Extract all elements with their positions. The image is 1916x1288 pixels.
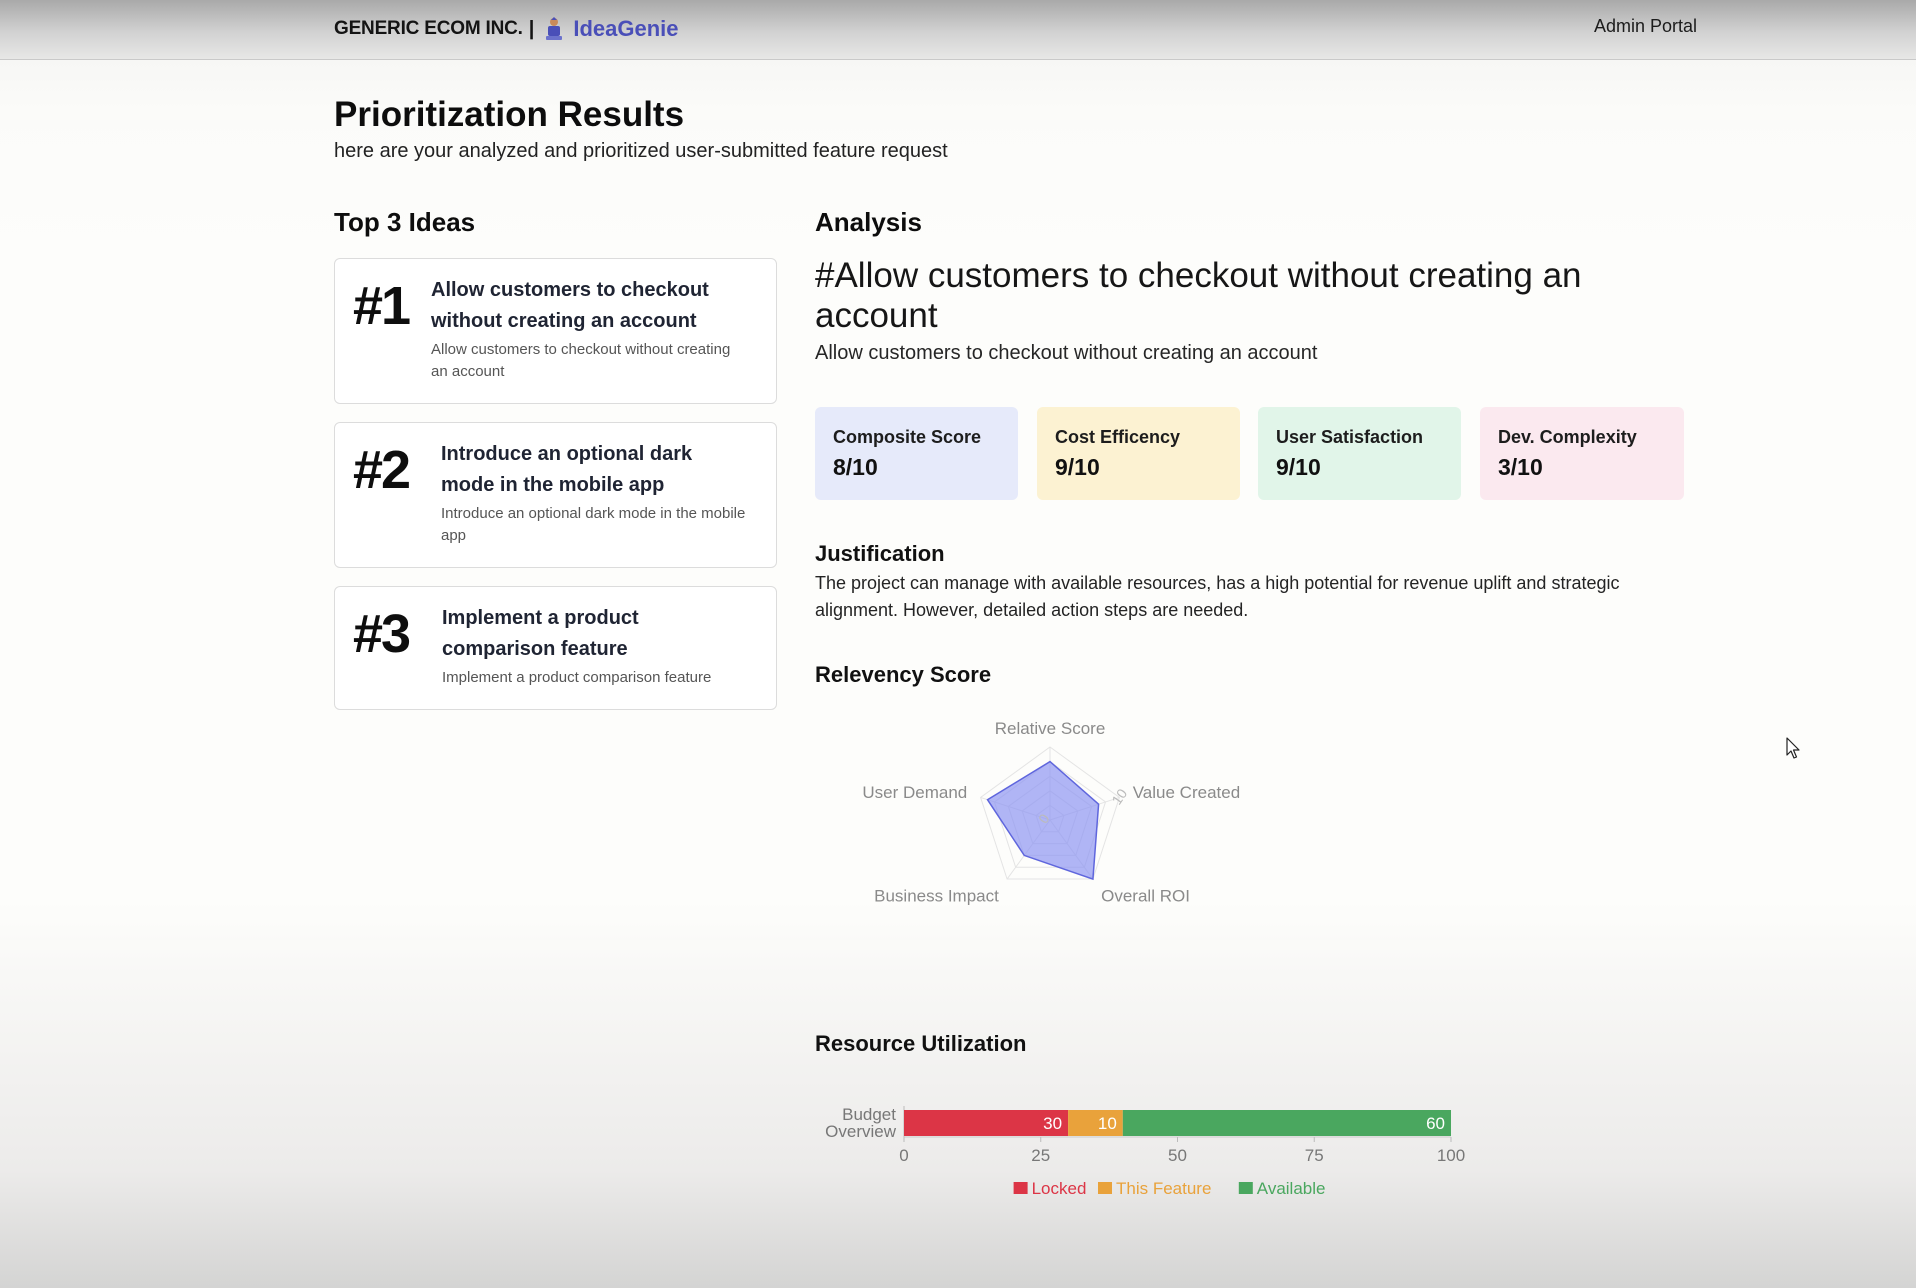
idea-title: Implement a product comparison feature <box>442 607 639 660</box>
dev-complexity-card: Dev. Complexity 3/10 <box>1480 407 1684 500</box>
justification-text: The project can manage with available re… <box>815 573 1620 620</box>
user-satisfaction-card: User Satisfaction 9/10 <box>1258 407 1461 500</box>
idea-description: Introduce an optional dark mode in the m… <box>441 505 746 544</box>
resource-heading: Resource Utilization <box>815 1031 1027 1056</box>
idea-title: Introduce an optional dark mode in the m… <box>441 443 693 496</box>
bar-segment <box>1068 1110 1123 1136</box>
radar-grid-ring <box>979 746 1121 880</box>
bar-tick-label: 0 <box>899 1146 908 1165</box>
analysis-subtitle: Allow customers to checkout without crea… <box>815 342 1318 364</box>
brand[interactable]: GENERIC ECOM INC. | IdeaGenie <box>334 14 679 44</box>
score-value: 8/10 <box>833 454 878 480</box>
justification-heading: Justification <box>815 541 945 566</box>
idea-rank: #1 <box>353 276 411 336</box>
idea-rank: #3 <box>353 604 411 664</box>
legend-swatch <box>1013 1182 1028 1194</box>
product-name: IdeaGenie <box>573 16 679 41</box>
radar-axis-label: Business Impact <box>874 886 999 905</box>
radar-series-area <box>986 760 1100 881</box>
radar-axis-label: Relative Score <box>995 719 1106 738</box>
bar-tick-label: 50 <box>1168 1146 1187 1165</box>
idea-description: Allow customers to checkout without crea… <box>431 341 731 380</box>
company-name: GENERIC ECOM INC. <box>334 18 523 39</box>
score-label: User Satisfaction <box>1276 427 1424 447</box>
legend-label: Locked <box>1032 1179 1087 1198</box>
score-value: 9/10 <box>1055 454 1100 480</box>
idea-card-2[interactable]: #2 Introduce an optional dark mode in th… <box>334 422 777 568</box>
score-label: Composite Score <box>833 427 982 447</box>
analysis-title: #Allow customers to checkout without cre… <box>815 256 1582 335</box>
legend-swatch <box>1098 1182 1112 1194</box>
score-value: 3/10 <box>1498 454 1543 480</box>
bar-tick-label: 75 <box>1305 1146 1324 1165</box>
top-ideas-heading: Top 3 Ideas <box>334 207 476 237</box>
radar-axis-label: User Demand <box>862 783 967 802</box>
analysis-heading: Analysis <box>815 207 922 237</box>
bar-segment <box>1122 1110 1451 1136</box>
idea-card-1[interactable]: #1 Allow customers to checkout without c… <box>334 258 777 404</box>
top-bar: GENERIC ECOM INC. | IdeaGenie Admin Port… <box>0 0 1916 60</box>
page-title: Prioritization Results <box>334 95 685 134</box>
score-value: 9/10 <box>1276 454 1321 480</box>
idea-card-3[interactable]: #3 Implement a product comparison featur… <box>334 586 777 710</box>
idea-rank: #2 <box>353 440 411 500</box>
genie-icon <box>544 17 564 41</box>
composite-score-card: Composite Score 8/10 <box>815 407 1018 500</box>
legend-label: Available <box>1257 1179 1326 1198</box>
page-subtitle: here are your analyzed and prioritized u… <box>334 140 948 162</box>
bar-category-label: Budget <box>842 1105 896 1124</box>
relevancy-heading: Relevency Score <box>815 662 992 687</box>
bar-data-label: 60 <box>1426 1114 1445 1133</box>
score-label: Dev. Complexity <box>1498 427 1637 447</box>
radar-axis-label: Value Created <box>1133 783 1240 802</box>
cost-efficiency-card: Cost Efficency 9/10 <box>1037 407 1240 500</box>
bar-data-label: 10 <box>1098 1114 1117 1133</box>
mouse-cursor-icon <box>1786 737 1800 759</box>
radar-tick-label: 10 <box>1108 785 1130 807</box>
idea-title: Allow customers to checkout without crea… <box>431 279 709 332</box>
legend-label: This Feature <box>1116 1179 1211 1198</box>
score-label: Cost Efficency <box>1055 427 1181 447</box>
bar-tick-label: 25 <box>1031 1146 1050 1165</box>
legend-swatch <box>1238 1182 1253 1194</box>
radar-axis-label: Overall ROI <box>1101 886 1190 905</box>
admin-portal-link[interactable]: Admin Portal <box>1594 16 1698 36</box>
bar-category-label: Overview <box>825 1122 897 1141</box>
brand-separator: | <box>528 17 535 40</box>
bar-tick-label: 100 <box>1437 1146 1465 1165</box>
idea-description: Implement a product comparison feature <box>442 669 712 686</box>
bar-data-label: 30 <box>1043 1114 1062 1133</box>
bar-segment <box>904 1110 1069 1136</box>
